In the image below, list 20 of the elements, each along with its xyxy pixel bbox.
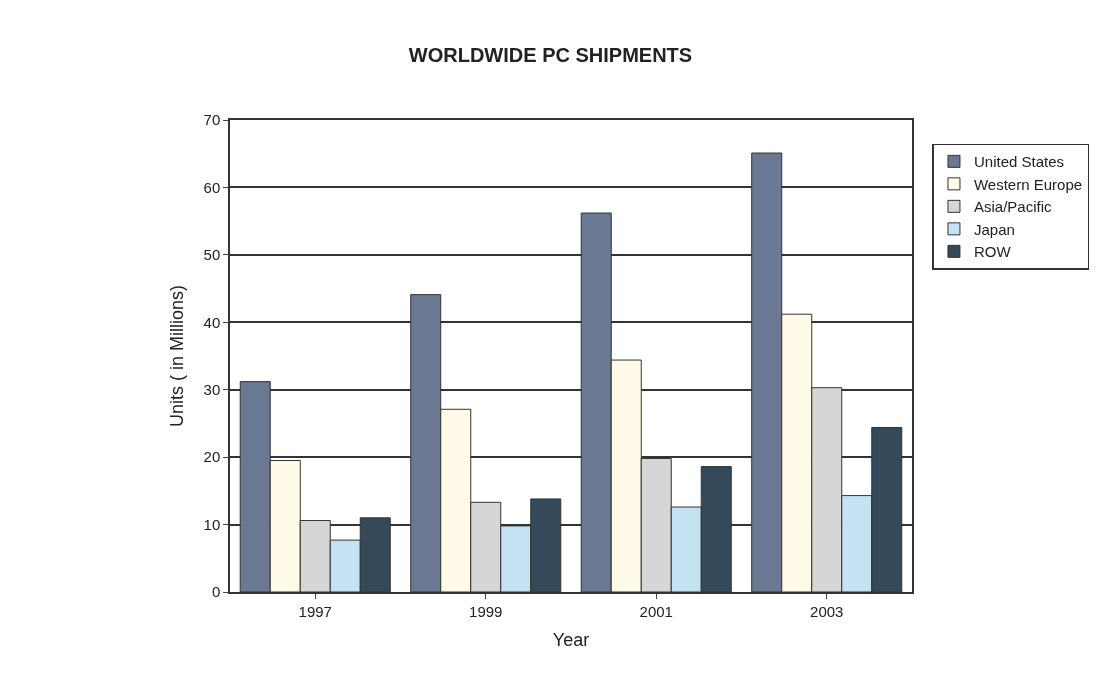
y-tick-label: 70 [203, 111, 221, 129]
y-tick-label: 30 [203, 380, 221, 398]
x-tick-label: 1999 [469, 602, 503, 620]
legend-label: Asia/Pacific [973, 198, 1052, 216]
y-tick-label: 50 [203, 246, 221, 264]
x-tick-label: 2003 [810, 602, 844, 620]
x-axis-title: Year [552, 630, 590, 651]
chart-title: WORLDWIDE PC SHIPMENTS [408, 43, 693, 66]
x-tick-label: 1997 [298, 602, 332, 620]
y-tick-label: 0 [211, 583, 221, 601]
y-axis-title: Units ( in Millions) [167, 284, 188, 428]
y-tick-label: 20 [203, 448, 221, 466]
legend-label: Japan [973, 220, 1015, 238]
legend-label: ROW [973, 243, 1012, 261]
legend-label: Western Europe [973, 175, 1083, 193]
x-tick-label: 2001 [639, 602, 673, 620]
legend-label: United States [973, 153, 1065, 171]
y-tick-label: 60 [203, 178, 221, 196]
y-tick-label: 40 [203, 313, 221, 331]
y-tick-label: 10 [203, 515, 221, 533]
